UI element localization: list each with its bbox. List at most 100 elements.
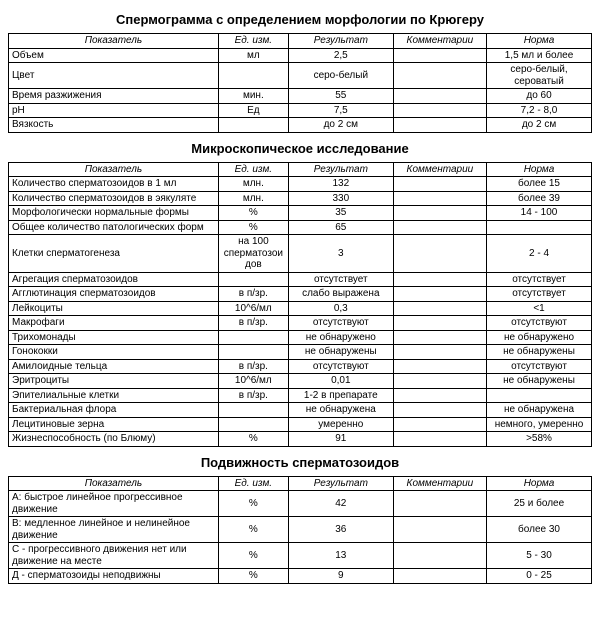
cell-comment: [393, 63, 486, 89]
cell-result: отсутствуют: [288, 316, 393, 331]
cell-comment: [393, 388, 486, 403]
cell-result: слабо выражена: [288, 287, 393, 302]
data-table: ПоказательЕд. изм.РезультатКомментарииНо…: [8, 33, 592, 133]
column-header-norm: Норма: [487, 162, 592, 177]
cell-indicator: Бактериальная флора: [9, 403, 219, 418]
cell-norm: отсутствует: [487, 272, 592, 287]
cell-comment: [393, 345, 486, 360]
cell-unit: [218, 330, 288, 345]
cell-comment: [393, 191, 486, 206]
table-row: Время разжижениямин.55до 60: [9, 89, 592, 104]
cell-result: 9: [288, 569, 393, 584]
cell-indicator: Амилоидные тельца: [9, 359, 219, 374]
table-row: С - прогрессивного движения нет или движ…: [9, 543, 592, 569]
table-row: Количество сперматозоидов в эякулятемлн.…: [9, 191, 592, 206]
cell-result: 330: [288, 191, 393, 206]
table-row: Агглютинация сперматозоидовв п/зр.слабо …: [9, 287, 592, 302]
cell-result: 55: [288, 89, 393, 104]
cell-comment: [393, 287, 486, 302]
table-row: Клетки сперматогенезана 100 сперматозоид…: [9, 235, 592, 273]
cell-result: до 2 см: [288, 118, 393, 133]
cell-result: отсутствует: [288, 272, 393, 287]
cell-result: 65: [288, 220, 393, 235]
cell-unit: %: [218, 517, 288, 543]
cell-result: 42: [288, 491, 393, 517]
table-row: В: медленное линейное и нелинейное движе…: [9, 517, 592, 543]
cell-result: 35: [288, 206, 393, 221]
cell-result: серо-белый: [288, 63, 393, 89]
cell-indicator: Объем: [9, 48, 219, 63]
cell-unit: %: [218, 206, 288, 221]
column-header-unit: Ед. изм.: [218, 34, 288, 49]
cell-comment: [393, 48, 486, 63]
column-header-result: Результат: [288, 34, 393, 49]
cell-comment: [393, 316, 486, 331]
table-row: Объеммл2,51,5 мл и более: [9, 48, 592, 63]
cell-result: 7,5: [288, 103, 393, 118]
cell-result: 0,01: [288, 374, 393, 389]
column-header-indicator: Показатель: [9, 34, 219, 49]
cell-indicator: Агглютинация сперматозоидов: [9, 287, 219, 302]
cell-indicator: Общее количество патологических форм: [9, 220, 219, 235]
cell-comment: [393, 403, 486, 418]
cell-comment: [393, 569, 486, 584]
cell-norm: 25 и более: [487, 491, 592, 517]
cell-result: 132: [288, 177, 393, 192]
cell-norm: не обнаружено: [487, 330, 592, 345]
cell-result: отсутствуют: [288, 359, 393, 374]
cell-indicator: Количество сперматозоидов в эякуляте: [9, 191, 219, 206]
cell-norm: до 2 см: [487, 118, 592, 133]
column-header-indicator: Показатель: [9, 476, 219, 491]
cell-comment: [393, 491, 486, 517]
column-header-comment: Комментарии: [393, 34, 486, 49]
cell-unit: на 100 сперматозоидов: [218, 235, 288, 273]
cell-norm: 2 - 4: [487, 235, 592, 273]
column-header-norm: Норма: [487, 34, 592, 49]
cell-norm: 0 - 25: [487, 569, 592, 584]
cell-result: умеренно: [288, 417, 393, 432]
table-row: Лейкоциты10^6/мл0,3<1: [9, 301, 592, 316]
cell-result: не обнаружена: [288, 403, 393, 418]
table-row: Лецитиновые зернаумереннонемного, умерен…: [9, 417, 592, 432]
cell-result: не обнаружено: [288, 330, 393, 345]
cell-norm: <1: [487, 301, 592, 316]
report-root: Спермограмма с определением морфологии п…: [8, 12, 592, 584]
cell-unit: [218, 417, 288, 432]
table-row: Макрофагив п/зр.отсутствуютотсутствуют: [9, 316, 592, 331]
cell-result: 91: [288, 432, 393, 447]
table-row: А: быстрое линейное прогрессивное движен…: [9, 491, 592, 517]
cell-norm: >58%: [487, 432, 592, 447]
cell-indicator: Количество сперматозоидов в 1 мл: [9, 177, 219, 192]
cell-indicator: Агрегация сперматозоидов: [9, 272, 219, 287]
cell-indicator: Д - сперматозоиды неподвижны: [9, 569, 219, 584]
cell-comment: [393, 543, 486, 569]
cell-result: 2,5: [288, 48, 393, 63]
cell-result: 1-2 в препарате: [288, 388, 393, 403]
table-row: Морфологически нормальные формы%3514 - 1…: [9, 206, 592, 221]
table-header-row: ПоказательЕд. изм.РезультатКомментарииНо…: [9, 476, 592, 491]
cell-unit: %: [218, 543, 288, 569]
cell-unit: %: [218, 569, 288, 584]
cell-comment: [393, 330, 486, 345]
table-row: Гонококкине обнаруженыне обнаружены: [9, 345, 592, 360]
cell-unit: мин.: [218, 89, 288, 104]
column-header-unit: Ед. изм.: [218, 476, 288, 491]
table-row: Вязкостьдо 2 смдо 2 см: [9, 118, 592, 133]
cell-unit: %: [218, 491, 288, 517]
cell-result: не обнаружены: [288, 345, 393, 360]
table-header-row: ПоказательЕд. изм.РезультатКомментарииНо…: [9, 162, 592, 177]
cell-indicator: Эпителиальные клетки: [9, 388, 219, 403]
cell-comment: [393, 301, 486, 316]
table-row: pHЕд7,57,2 - 8,0: [9, 103, 592, 118]
cell-comment: [393, 103, 486, 118]
column-header-indicator: Показатель: [9, 162, 219, 177]
cell-indicator: С - прогрессивного движения нет или движ…: [9, 543, 219, 569]
cell-comment: [393, 177, 486, 192]
cell-norm: более 30: [487, 517, 592, 543]
column-header-result: Результат: [288, 476, 393, 491]
cell-unit: %: [218, 220, 288, 235]
cell-norm: отсутствуют: [487, 316, 592, 331]
cell-norm: серо-белый, сероватый: [487, 63, 592, 89]
cell-indicator: Макрофаги: [9, 316, 219, 331]
cell-unit: %: [218, 432, 288, 447]
